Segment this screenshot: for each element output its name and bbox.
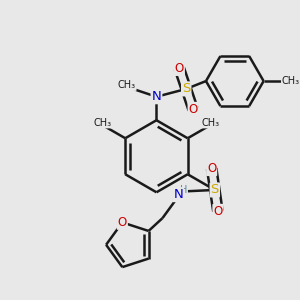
Text: O: O: [188, 103, 198, 116]
Text: S: S: [182, 82, 190, 95]
Text: S: S: [211, 183, 219, 196]
Text: O: O: [213, 205, 223, 218]
Text: O: O: [118, 216, 127, 229]
Text: N: N: [152, 90, 161, 103]
Text: CH₃: CH₃: [202, 118, 220, 128]
Text: CH₃: CH₃: [93, 118, 112, 128]
Text: N: N: [173, 188, 183, 201]
Text: CH₃: CH₃: [282, 76, 300, 86]
Text: CH₃: CH₃: [118, 80, 136, 90]
Text: H: H: [180, 185, 187, 195]
Text: O: O: [207, 162, 216, 175]
Text: O: O: [175, 62, 184, 75]
